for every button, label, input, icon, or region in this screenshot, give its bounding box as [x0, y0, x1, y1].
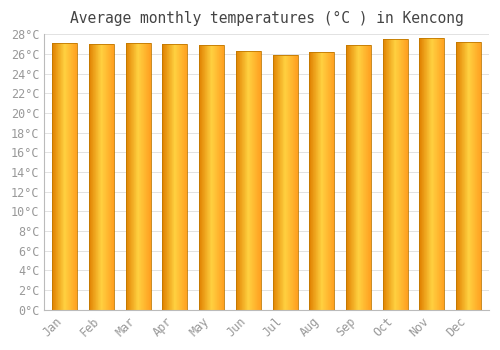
Bar	[199, 45, 224, 310]
Bar	[52, 43, 77, 310]
Bar	[310, 52, 334, 310]
Bar	[89, 44, 114, 310]
Bar	[382, 39, 407, 310]
Bar	[162, 44, 188, 310]
Bar	[420, 38, 444, 310]
Bar	[236, 51, 261, 310]
Bar	[126, 43, 150, 310]
Bar	[346, 45, 371, 310]
Bar	[272, 55, 297, 310]
Bar	[456, 42, 481, 310]
Title: Average monthly temperatures (°C ) in Kencong: Average monthly temperatures (°C ) in Ke…	[70, 11, 464, 26]
